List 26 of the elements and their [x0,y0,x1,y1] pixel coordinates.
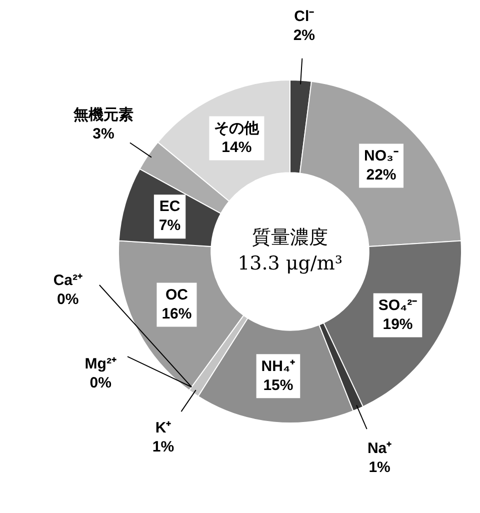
text: 質量濃度 [252,226,328,248]
text: 0% [57,291,79,308]
data-label: 1% [152,438,174,456]
data-label: 3% [92,125,114,142]
data-label: 22% [366,166,396,184]
slice-label: Cl⁻ [294,8,314,26]
data-label: 7% [158,217,181,234]
slice-label: 無機元素 [72,106,134,124]
data-label: 16% [162,305,192,322]
data-label: 19% [382,316,413,333]
text: 0% [90,374,112,392]
slice-label: K⁺ [155,420,172,437]
data-label: 1% [368,459,390,476]
data-label: 15% [263,376,294,394]
slice-label: NO₃⁻ [364,147,398,164]
slice-label: NH₄⁺ [261,358,296,375]
slice-label: SO₄²⁻ [378,296,418,314]
data-label: 2% [293,27,316,44]
category-label: Ca²⁺ [53,272,82,290]
slice-label: その他 [214,120,260,137]
slice-label: Na⁺ [367,440,392,458]
text: 13.3 μg/m³ [238,252,342,274]
slice-label: EC [159,198,180,216]
data-label: 14% [222,138,252,156]
slice-label: OC [165,286,188,304]
legend-label: Mg²⁺ [84,356,116,373]
